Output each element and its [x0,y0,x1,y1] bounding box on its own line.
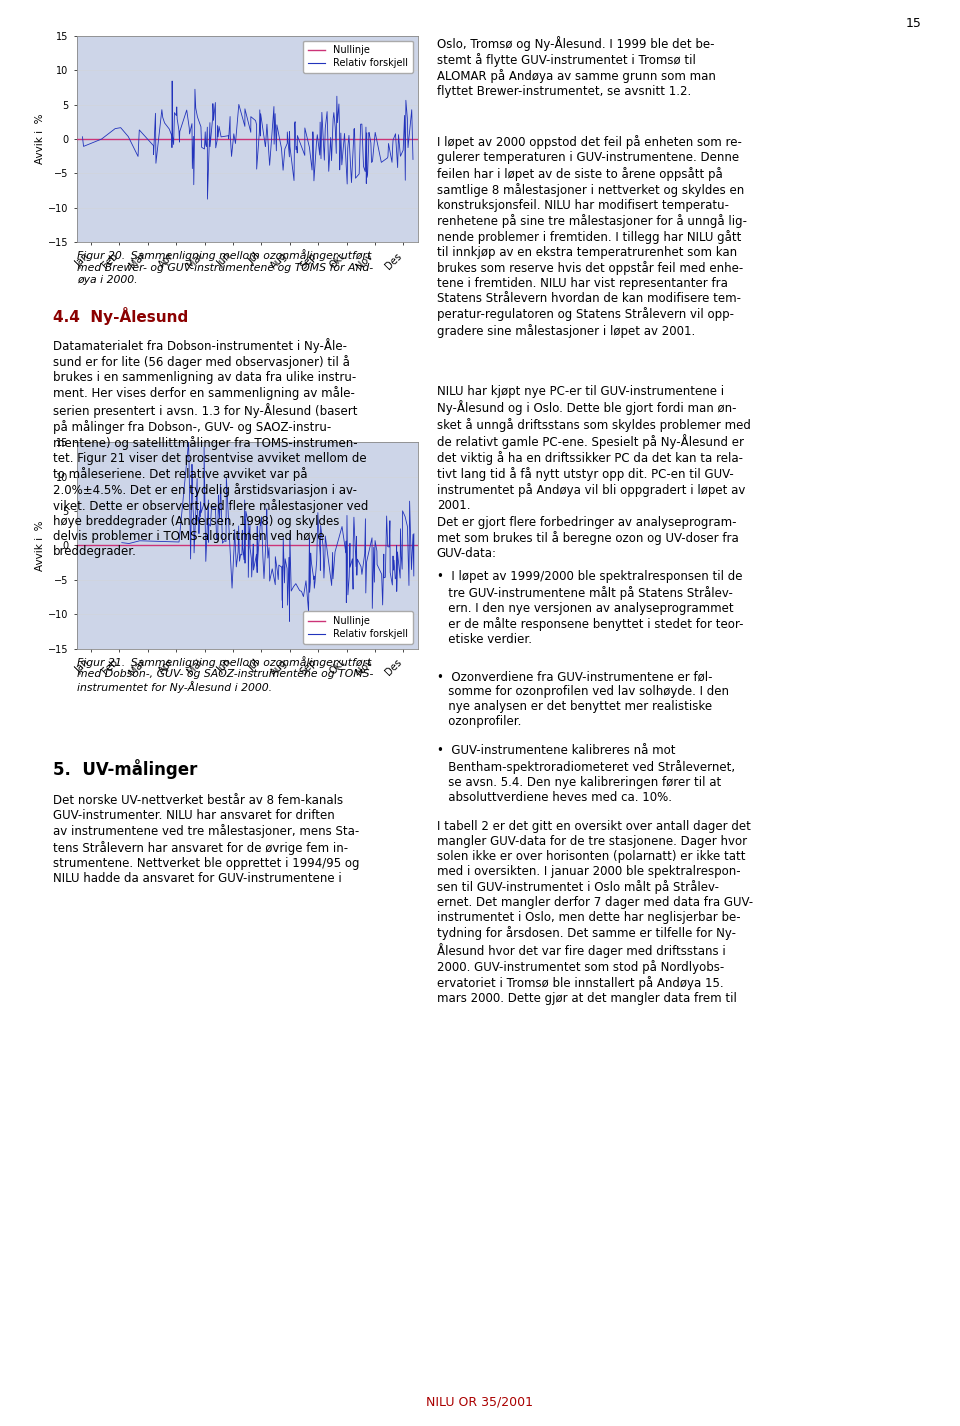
Text: Det er gjort flere forbedringer av analyseprogram-
met som brukes til å beregne : Det er gjort flere forbedringer av analy… [437,516,738,560]
Text: Figur 20. Sammenligning mellom ozonmålinger utført
med Brewer- og GUV-instrument: Figur 20. Sammenligning mellom ozonmålin… [77,250,372,285]
Text: NILU OR 35/2001: NILU OR 35/2001 [426,1396,534,1409]
Text: Oslo, Tromsø og Ny-Ålesund. I 1999 ble det be-
stemt å flytte GUV-instrumentet i: Oslo, Tromsø og Ny-Ålesund. I 1999 ble d… [437,36,715,98]
Text: •  I løpet av 1999/2000 ble spektralresponsen til de
   tre GUV-instrumentene må: • I løpet av 1999/2000 ble spektralrespo… [437,570,743,646]
Y-axis label: Avvik i  %: Avvik i % [36,114,45,164]
Text: Det norske UV-nettverket består av 8 fem-kanals
GUV-instrumenter. NILU har ansva: Det norske UV-nettverket består av 8 fem… [53,794,359,884]
Text: NILU har kjøpt nye PC-er til GUV-instrumentene i
Ny-Ålesund og i Oslo. Dette ble: NILU har kjøpt nye PC-er til GUV-instrum… [437,385,751,512]
Text: Figur 21. Sammenligning mellom ozonmålinger utført
med Dobson-, GUV- og SAOZ-ins: Figur 21. Sammenligning mellom ozonmålin… [77,656,373,693]
Legend: Nullinje, Relativ forskjell: Nullinje, Relativ forskjell [302,612,413,645]
Text: Datamaterialet fra Dobson-instrumentet i Ny-Åle-
sund er for lite (56 dager med : Datamaterialet fra Dobson-instrumentet i… [53,338,369,559]
Text: •  Ozonverdiene fra GUV-instrumentene er føl-
   somme for ozonprofilen ved lav : • Ozonverdiene fra GUV-instrumentene er … [437,670,729,729]
Text: •  GUV-instrumentene kalibreres nå mot
   Bentham-spektroradiometeret ved Stråle: • GUV-instrumentene kalibreres nå mot Be… [437,744,735,803]
Y-axis label: Avvik i  %: Avvik i % [36,520,45,570]
Text: 5.  UV-målinger: 5. UV-målinger [53,759,197,779]
Text: I løpet av 2000 oppstod det feil på enheten som re-
gulerer temperaturen i GUV-i: I løpet av 2000 oppstod det feil på enhe… [437,135,747,338]
Text: 4.4  Ny-Ålesund: 4.4 Ny-Ålesund [53,307,188,325]
Text: 15: 15 [905,17,922,30]
Legend: Nullinje, Relativ forskjell: Nullinje, Relativ forskjell [302,40,413,73]
Text: I tabell 2 er det gitt en oversikt over antall dager det
mangler GUV-data for de: I tabell 2 er det gitt en oversikt over … [437,820,753,1005]
